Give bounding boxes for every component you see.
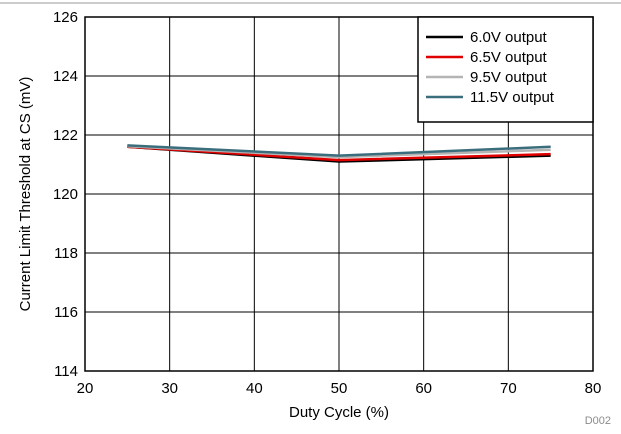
y-tick-label: 124 — [53, 68, 78, 85]
y-tick-label: 114 — [54, 363, 78, 380]
legend-label: 6.5V output — [470, 49, 548, 66]
legend-label: 6.0V output — [470, 29, 548, 46]
x-tick-label: 50 — [331, 380, 348, 397]
x-tick-label: 60 — [415, 380, 432, 397]
x-tick-label: 30 — [161, 380, 178, 397]
x-tick-label: 40 — [246, 380, 263, 397]
x-tick-label: 20 — [77, 380, 94, 397]
legend-label: 9.5V output — [470, 69, 548, 86]
y-tick-label: 118 — [54, 245, 78, 262]
y-tick-label: 126 — [53, 9, 78, 26]
plot-frame — [84, 16, 594, 372]
legend-label: 11.5V output — [470, 89, 555, 106]
figure-code: D002 — [585, 415, 611, 427]
x-tick-label: 70 — [500, 380, 517, 397]
legend-box — [417, 16, 594, 123]
x-tick-label: 80 — [585, 380, 602, 397]
x-axis-label: Duty Cycle (%) — [289, 404, 389, 421]
legend: 6.0V output 6.5V output 9.5V output 11.5V o… — [417, 16, 594, 123]
series-line — [127, 144, 551, 157]
y-tick-label: 120 — [53, 186, 78, 203]
y-axis-label: Current Limit Threshold at CS (mV) — [17, 77, 34, 312]
y-tick-label: 116 — [54, 304, 78, 321]
y-tick-label: 122 — [53, 127, 78, 144]
series-line — [127, 145, 551, 162]
